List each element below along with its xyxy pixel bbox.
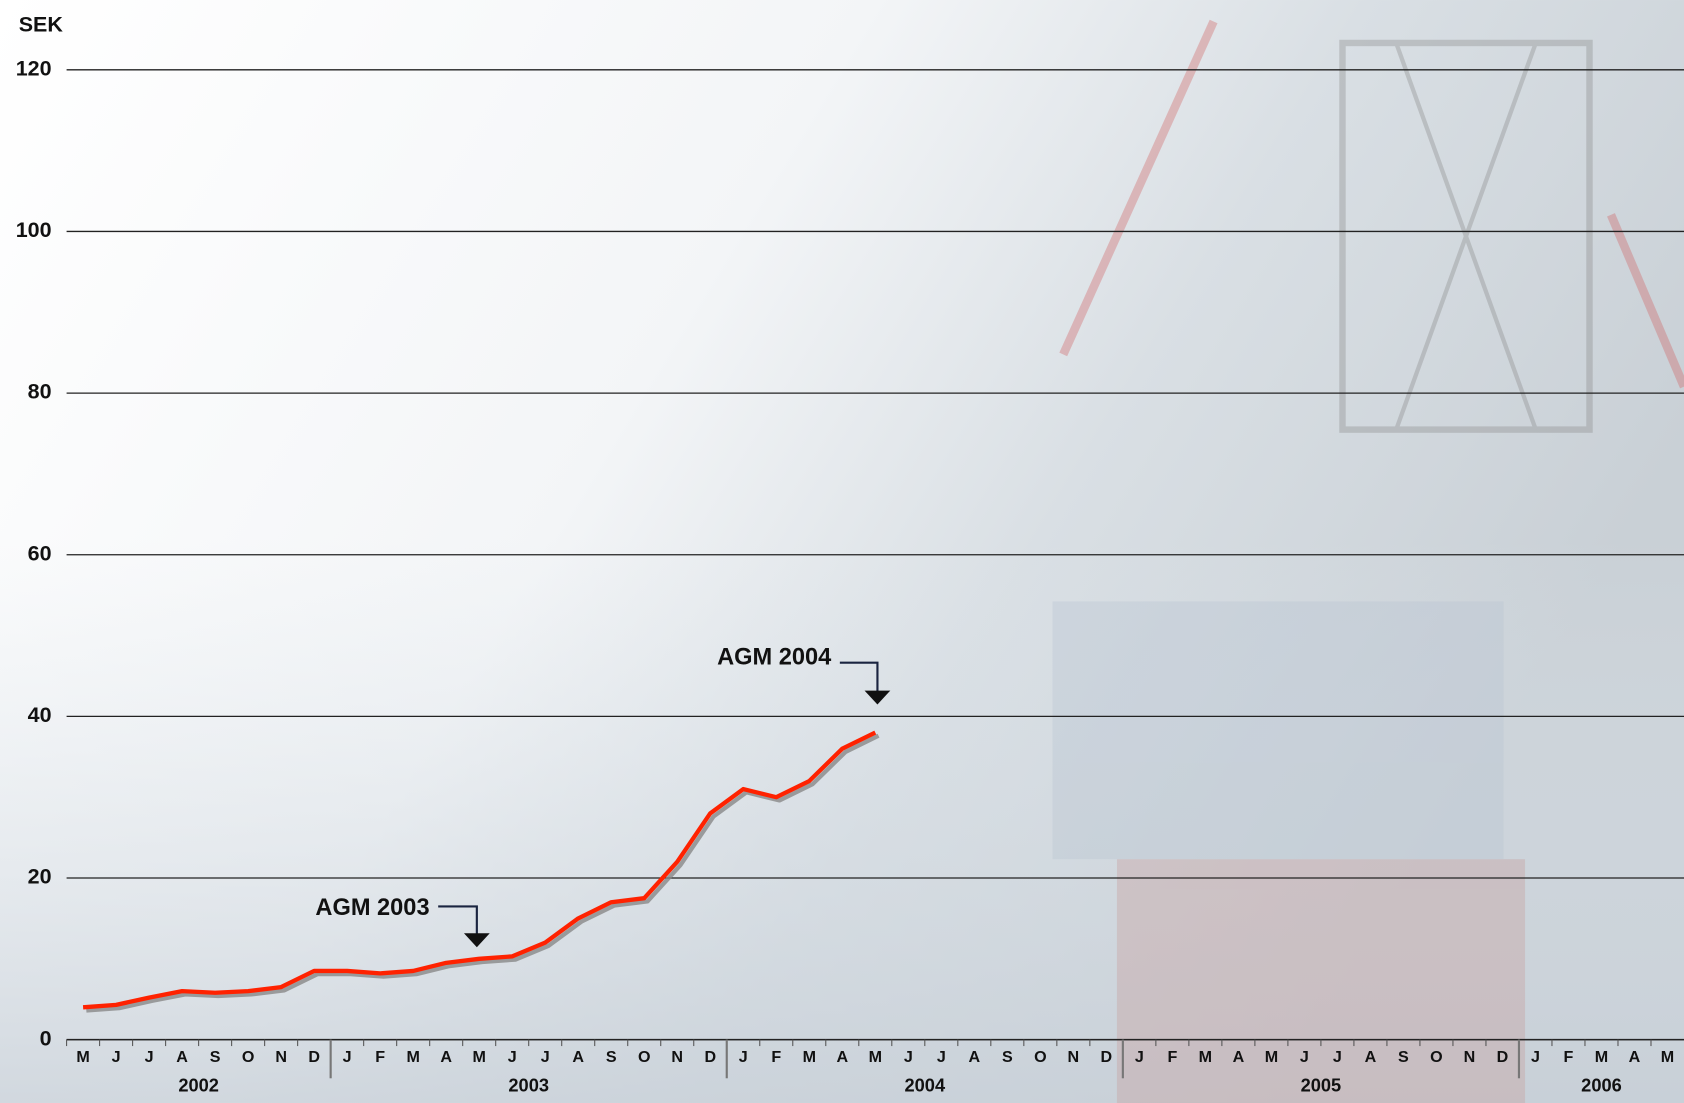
x-tick-label: A [572,1048,584,1066]
y-tick-label: 0 [40,1026,52,1050]
year-label: 2006 [1581,1075,1622,1096]
x-tick-label: M [1595,1048,1608,1066]
x-tick-label: A [1233,1048,1245,1066]
x-tick-label: M [1199,1048,1212,1066]
x-tick-label: J [937,1048,946,1066]
y-tick-label: 120 [16,56,52,80]
x-tick-label: A [1629,1048,1641,1066]
x-tick-label: F [1167,1048,1177,1066]
y-axis-label: SEK [19,12,64,36]
x-tick-label: J [1333,1048,1342,1066]
x-tick-label: F [375,1048,385,1066]
x-tick-label: D [1101,1048,1113,1066]
x-tick-label: J [343,1048,352,1066]
x-tick-label: M [869,1048,882,1066]
x-tick-label: F [771,1048,781,1066]
annotation-arrow [463,933,490,948]
x-tick-label: J [739,1048,748,1066]
y-tick-label: 100 [16,218,52,242]
x-tick-label: D [704,1048,716,1066]
x-tick-label: J [145,1048,154,1066]
annotation-leader [438,905,478,935]
x-tick-label: A [440,1048,452,1066]
x-tick-label: O [638,1048,651,1066]
x-tick-label: A [176,1048,188,1066]
x-tick-label: A [969,1048,981,1066]
x-tick-label: J [1531,1048,1540,1066]
x-tick-label: N [671,1048,683,1066]
y-tick-label: 20 [28,865,52,889]
x-tick-label: F [1564,1048,1574,1066]
x-tick-label: O [1034,1048,1047,1066]
x-tick-label: A [836,1048,848,1066]
annotation-arrow [864,690,891,705]
year-label: 2003 [508,1075,549,1096]
x-tick-label: J [904,1048,913,1066]
background-shade [0,537,1684,1103]
annotation-leader [839,661,879,692]
x-tick-label: N [275,1048,287,1066]
y-tick-label: 60 [28,541,52,565]
x-tick-label: J [112,1048,121,1066]
x-tick-label: S [606,1048,617,1066]
x-tick-label: M [1661,1048,1674,1066]
x-tick-label: N [1068,1048,1080,1066]
year-label: 2002 [178,1075,219,1096]
x-tick-label: D [308,1048,320,1066]
x-tick-label: S [1002,1048,1013,1066]
x-tick-label: J [1300,1048,1309,1066]
line-shadow [86,733,880,1013]
year-label: 2004 [905,1075,946,1096]
x-tick-label: J [508,1048,517,1066]
x-tick-label: A [1365,1048,1377,1066]
x-tick-label: N [1464,1048,1476,1066]
x-tick-label: O [242,1048,255,1066]
price-line [82,730,877,1010]
y-tick-label: 40 [28,703,52,727]
x-tick-label: J [1135,1048,1144,1066]
x-tick-label: S [1398,1048,1409,1066]
x-tick-label: D [1497,1048,1509,1066]
x-tick-label: M [472,1048,485,1066]
year-label: 2005 [1301,1075,1342,1096]
x-tick-label: M [1265,1048,1278,1066]
rig-illustration [1052,19,1684,1103]
y-tick-label: 80 [28,380,52,404]
annotation: AGM 2003 [315,895,429,921]
x-tick-label: S [210,1048,221,1066]
annotation: AGM 2004 [717,645,831,671]
x-tick-label: O [1430,1048,1443,1066]
x-tick-label: M [406,1048,419,1066]
x-tick-label: J [541,1048,550,1066]
x-tick-label: M [803,1048,816,1066]
x-tick-label: M [76,1048,89,1066]
